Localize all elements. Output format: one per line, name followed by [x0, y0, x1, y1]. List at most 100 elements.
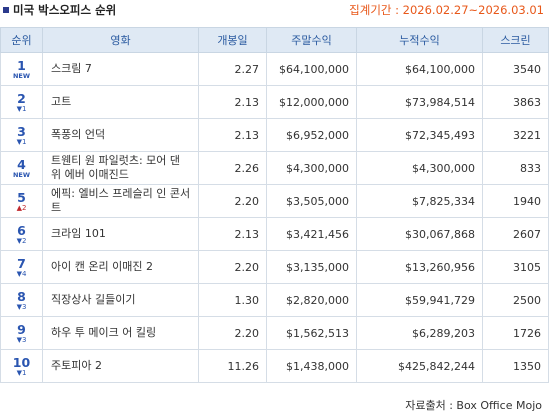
total-gross: $59,941,729: [356, 283, 483, 317]
rank-change: ▲2: [16, 204, 27, 212]
screen-count: 2607: [482, 217, 549, 251]
weekend-gross: $4,300,000: [266, 151, 357, 185]
total-gross: $64,100,000: [356, 52, 483, 86]
screen-count: 3863: [482, 85, 549, 119]
title-bullet-icon: [3, 7, 9, 13]
screen-count: 1940: [482, 184, 549, 218]
table-header-row: 순위 영화 개봉일 주말수익 누적수익 스크린: [0, 27, 549, 53]
rank-cell: 9 ▼3: [0, 316, 43, 350]
table-row: 10 ▼1 주토피아 2 11.26 $1,438,000 $425,842,244 135…: [0, 349, 549, 383]
open-date: 2.20: [198, 250, 267, 284]
screen-count: 1726: [482, 316, 549, 350]
rank-change: ▼1: [16, 138, 27, 146]
movie-title[interactable]: 트웬티 원 파일럿츠: 모어 댄 위 에버 이매진드: [42, 151, 199, 185]
rank-change: ▼1: [16, 369, 27, 377]
table-row: 1 NEW 스크림 7 2.27 $64,100,000 $64,100,000 3540: [0, 52, 549, 86]
box-office-table: 순위 영화 개봉일 주말수익 누적수익 스크린 1 NEW 스크림 7 2.27 $64…: [0, 27, 549, 383]
movie-title[interactable]: 크라임 101: [42, 217, 199, 251]
rank-cell: 7 ▼4: [0, 250, 43, 284]
rank-change: ▼1: [16, 105, 27, 113]
rank-cell: 6 ▼2: [0, 217, 43, 251]
table-row: 3 ▼1 폭풍의 언덕 2.13 $6,952,000 $72,345,493 3221: [0, 118, 549, 152]
page-title: 미국 박스오피스 순위: [13, 3, 117, 17]
weekend-gross: $64,100,000: [266, 52, 357, 86]
rank-number: 9: [17, 322, 26, 337]
rank-cell: 10 ▼1: [0, 349, 43, 383]
rank-number: 7: [17, 256, 26, 271]
table-row: 5 ▲2 에픽: 엘비스 프레슬리 인 콘서트 2.20 $3,505,000 $7,82…: [0, 184, 549, 218]
rank-change: ▼2: [16, 237, 27, 245]
rank-change: ▼4: [16, 270, 27, 278]
col-header-open-date: 개봉일: [198, 27, 267, 53]
total-gross: $30,067,868: [356, 217, 483, 251]
weekend-gross: $3,505,000: [266, 184, 357, 218]
rank-number: 6: [17, 223, 26, 238]
rank-number: 1: [17, 58, 26, 73]
open-date: 1.30: [198, 283, 267, 317]
col-header-movie: 영화: [42, 27, 199, 53]
rank-number: 2: [17, 91, 26, 106]
rank-change: ▼3: [16, 303, 27, 311]
rank-number: 10: [12, 355, 31, 370]
screen-count: 3221: [482, 118, 549, 152]
rank-cell: 1 NEW: [0, 52, 43, 86]
total-gross: $425,842,244: [356, 349, 483, 383]
weekend-gross: $1,562,513: [266, 316, 357, 350]
open-date: 2.20: [198, 316, 267, 350]
movie-title[interactable]: 직장상사 길들이기: [42, 283, 199, 317]
screen-count: 3540: [482, 52, 549, 86]
rank-cell: 8 ▼3: [0, 283, 43, 317]
weekend-gross: $2,820,000: [266, 283, 357, 317]
rank-number: 5: [17, 190, 26, 205]
weekend-gross: $1,438,000: [266, 349, 357, 383]
weekend-gross: $3,421,456: [266, 217, 357, 251]
col-header-total-gross: 누적수익: [356, 27, 483, 53]
rank-cell: 5 ▲2: [0, 184, 43, 218]
total-gross: $13,260,956: [356, 250, 483, 284]
rank-cell: 2 ▼1: [0, 85, 43, 119]
screen-count: 3105: [482, 250, 549, 284]
total-gross: $6,289,203: [356, 316, 483, 350]
col-header-rank: 순위: [0, 27, 43, 53]
col-header-weekend-gross: 주말수익: [266, 27, 357, 53]
total-gross: $7,825,334: [356, 184, 483, 218]
weekend-gross: $6,952,000: [266, 118, 357, 152]
movie-title[interactable]: 하우 투 메이크 어 킬링: [42, 316, 199, 350]
open-date: 2.13: [198, 118, 267, 152]
movie-title[interactable]: 주토피아 2: [42, 349, 199, 383]
weekend-gross: $3,135,000: [266, 250, 357, 284]
col-header-screens: 스크린: [482, 27, 549, 53]
table-row: 9 ▼3 하우 투 메이크 어 킬링 2.20 $1,562,513 $6,289,203…: [0, 316, 549, 350]
movie-title[interactable]: 아이 캔 온리 이매진 2: [42, 250, 199, 284]
rank-number: 8: [17, 289, 26, 304]
screen-count: 2500: [482, 283, 549, 317]
rank-cell: 4 NEW: [0, 151, 43, 185]
rank-change: ▼3: [16, 336, 27, 344]
weekend-gross: $12,000,000: [266, 85, 357, 119]
open-date: 2.20: [198, 184, 267, 218]
open-date: 2.26: [198, 151, 267, 185]
rank-change: NEW: [12, 72, 31, 80]
movie-title[interactable]: 에픽: 엘비스 프레슬리 인 콘서트: [42, 184, 199, 218]
data-source: 자료출처 : Box Office Mojo: [405, 399, 542, 412]
open-date: 11.26: [198, 349, 267, 383]
rank-number: 3: [17, 124, 26, 139]
total-gross: $72,345,493: [356, 118, 483, 152]
screen-count: 1350: [482, 349, 549, 383]
table-row: 7 ▼4 아이 캔 온리 이매진 2 2.20 $3,135,000 $13,260,95…: [0, 250, 549, 284]
open-date: 2.13: [198, 85, 267, 119]
box-office-header: 미국 박스오피스 순위 집계기간 : 2026.02.27~2026.03.01: [0, 0, 550, 28]
rank-cell: 3 ▼1: [0, 118, 43, 152]
rank-change: NEW: [12, 171, 31, 179]
table-row: 6 ▼2 크라임 101 2.13 $3,421,456 $30,067,868 2607: [0, 217, 549, 251]
movie-title[interactable]: 고트: [42, 85, 199, 119]
open-date: 2.13: [198, 217, 267, 251]
open-date: 2.27: [198, 52, 267, 86]
movie-title[interactable]: 스크림 7: [42, 52, 199, 86]
table-row: 8 ▼3 직장상사 길들이기 1.30 $2,820,000 $59,941,729 250…: [0, 283, 549, 317]
screen-count: 833: [482, 151, 549, 185]
table-row: 4 NEW 트웬티 원 파일럿츠: 모어 댄 위 에버 이매진드 2.26 $4,300…: [0, 151, 549, 185]
aggregation-period: 집계기간 : 2026.02.27~2026.03.01: [349, 3, 544, 17]
total-gross: $73,984,514: [356, 85, 483, 119]
movie-title[interactable]: 폭풍의 언덕: [42, 118, 199, 152]
